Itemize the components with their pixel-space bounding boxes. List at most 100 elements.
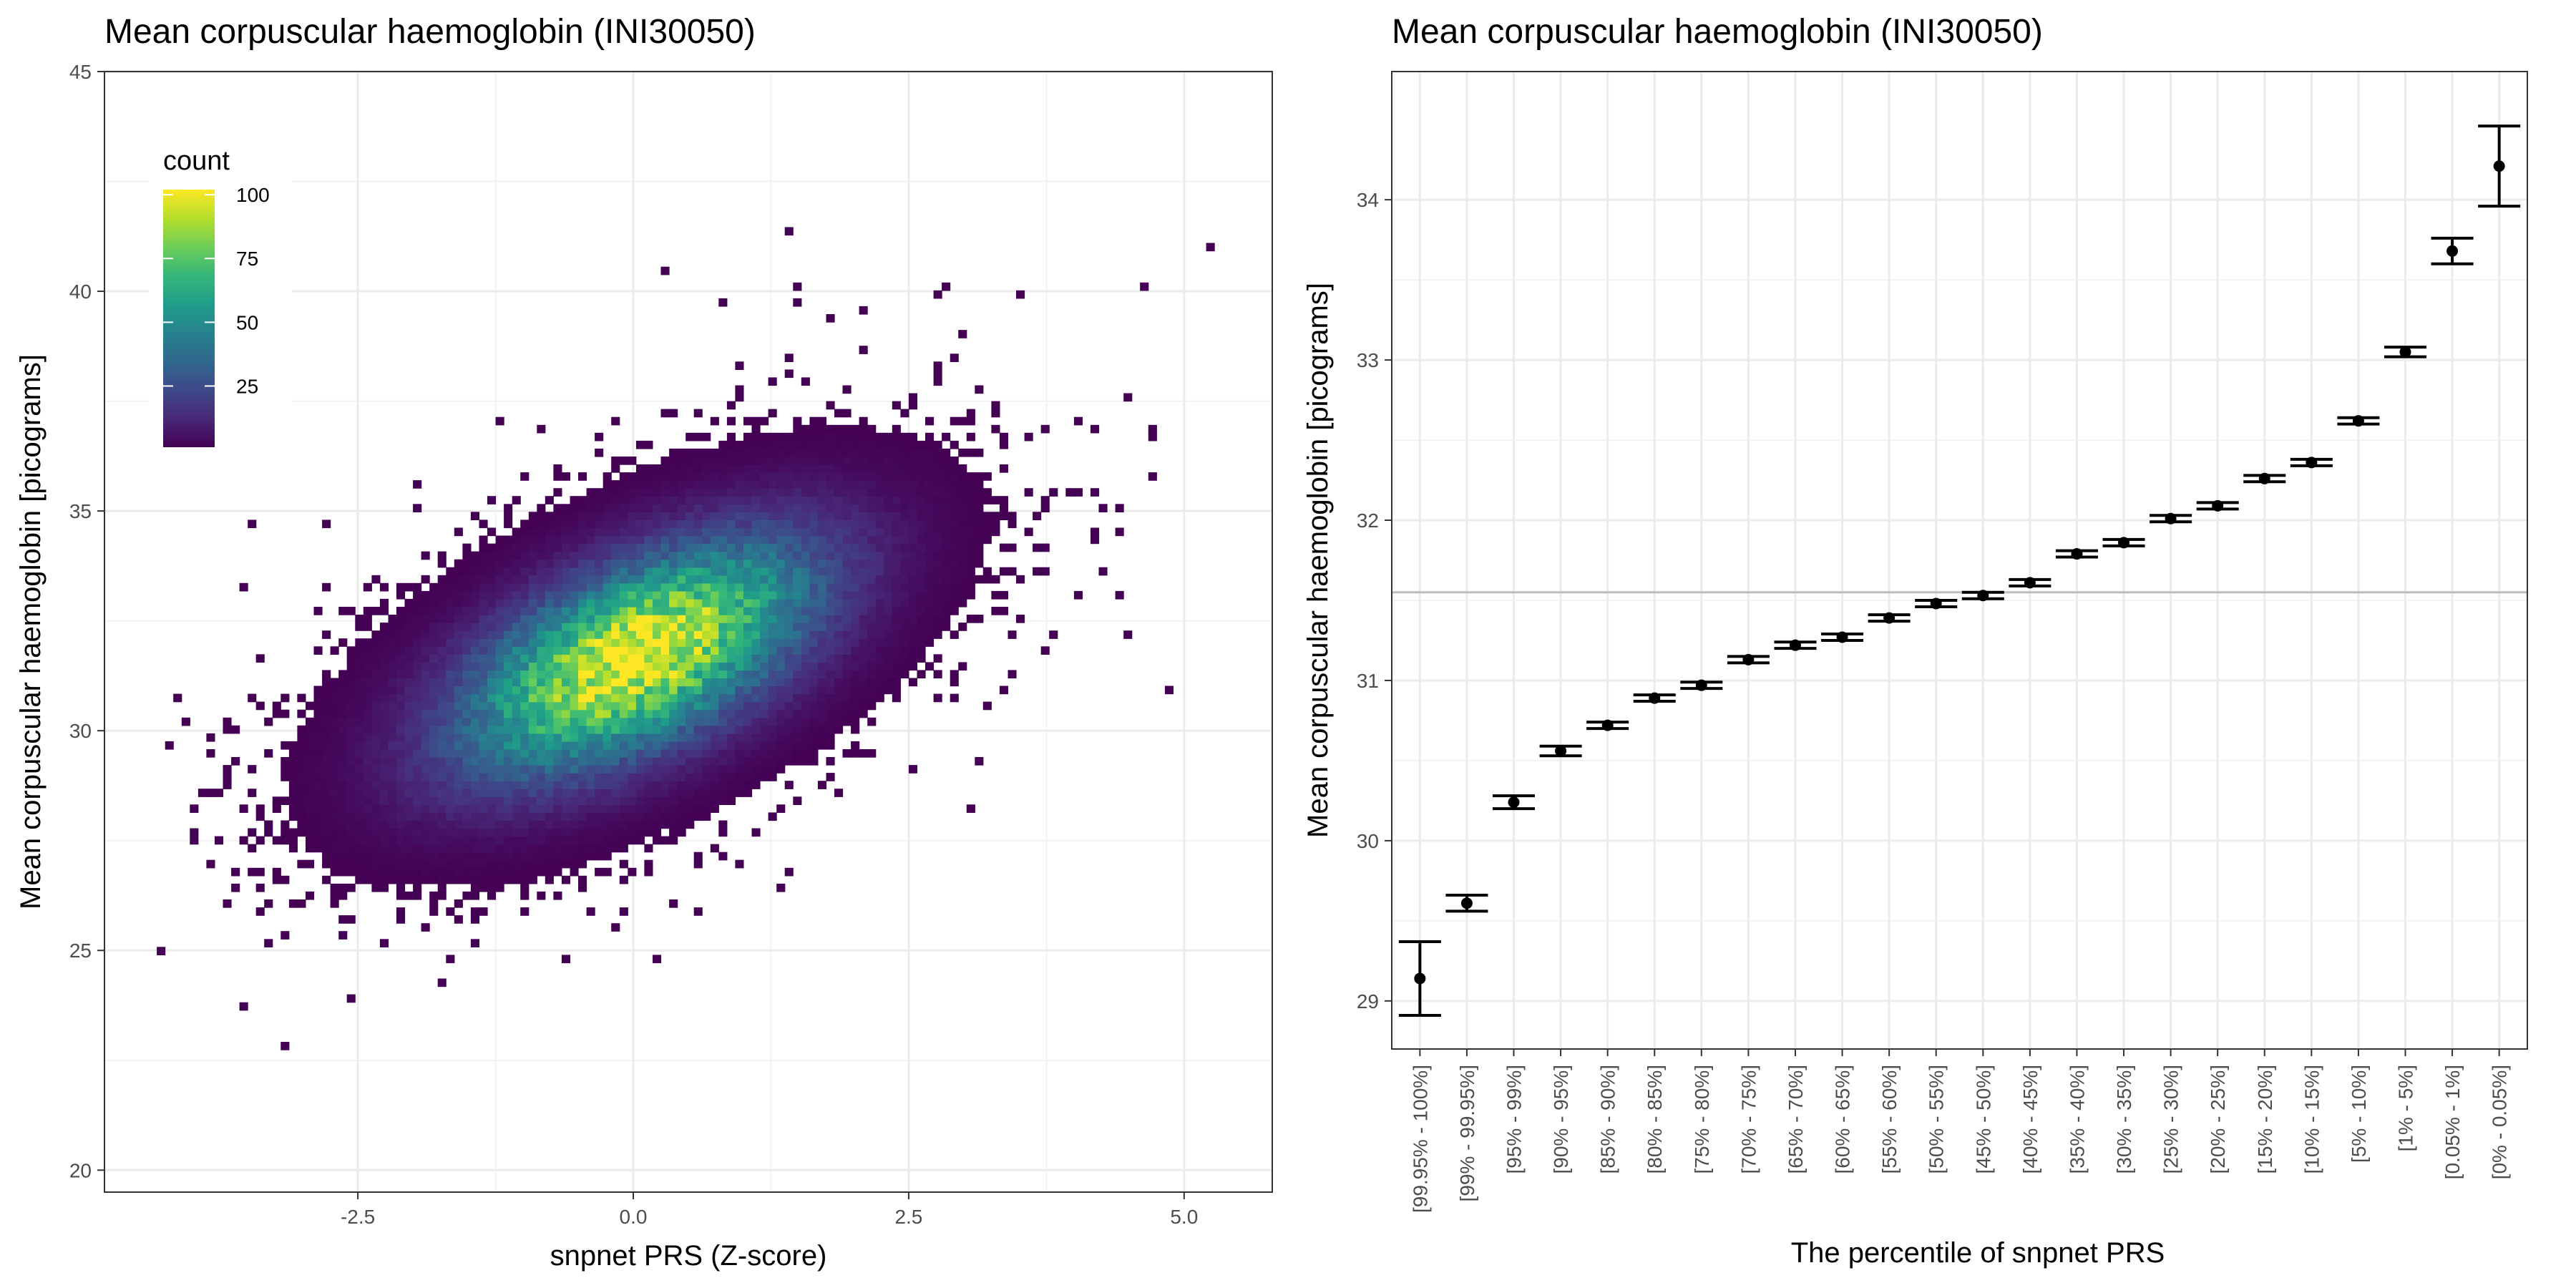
heatmap-bin: [702, 519, 711, 529]
heatmap-bin: [628, 804, 637, 813]
heatmap-bin: [809, 551, 819, 560]
heatmap-bin: [686, 527, 695, 537]
heatmap-bin: [958, 464, 967, 473]
heatmap-bin: [413, 709, 422, 718]
heatmap-bin: [710, 654, 719, 663]
heatmap-bin: [495, 765, 504, 774]
heatmap-bin: [826, 314, 835, 323]
heatmap-bin: [966, 488, 975, 497]
heatmap-bin: [570, 852, 579, 861]
heatmap-bin: [834, 607, 844, 615]
heatmap-bin: [933, 496, 942, 504]
heatmap-bin: [801, 504, 810, 512]
heatmap-bin: [768, 448, 777, 457]
heatmap-bin: [512, 820, 521, 829]
heatmap-bin: [628, 741, 637, 750]
heatmap-bin: [669, 575, 678, 584]
heatmap-bin: [454, 590, 463, 600]
heatmap-bin: [743, 488, 753, 497]
heatmap-bin: [396, 582, 406, 592]
heatmap-bin: [462, 891, 472, 900]
heatmap-bin: [884, 496, 893, 504]
heatmap-bin: [859, 598, 868, 608]
heatmap-bin: [280, 709, 290, 718]
heatmap-bin: [900, 646, 909, 655]
heatmap-bin: [809, 662, 819, 671]
heatmap-bin: [867, 504, 877, 512]
heatmap-bin: [768, 733, 777, 742]
heatmap-bin: [528, 709, 537, 718]
heatmap-bin: [776, 480, 786, 489]
heatmap-bin: [454, 781, 463, 789]
heatmap-bin: [595, 852, 604, 861]
heatmap-bin: [421, 654, 430, 663]
heatmap-bin: [702, 567, 711, 576]
heatmap-bin: [619, 512, 628, 520]
heatmap-bin: [586, 615, 595, 623]
heatmap-bin: [884, 646, 893, 655]
heatmap-bin: [553, 701, 562, 711]
heatmap-bin: [801, 480, 810, 489]
heatmap-bin: [280, 820, 290, 829]
heatmap-bin: [784, 678, 794, 687]
heatmap-bin: [653, 527, 662, 537]
heatmap-bin: [999, 567, 1008, 576]
heatmap-bin: [660, 765, 670, 774]
heatmap-bin: [842, 504, 852, 512]
heatmap-bin: [379, 662, 389, 671]
heatmap-bin: [454, 757, 463, 766]
heatmap-bin: [388, 796, 397, 805]
heatmap-bin: [809, 527, 819, 537]
heatmap-bin: [875, 590, 884, 600]
heatmap-bin: [578, 607, 587, 615]
heatmap-bin: [991, 512, 1000, 520]
heatmap-bin: [561, 804, 570, 813]
heatmap-bin: [421, 867, 430, 877]
heatmap-bin: [404, 646, 414, 655]
heatmap-bin: [537, 678, 546, 687]
heatmap-bin: [379, 757, 389, 766]
heatmap-bin: [487, 551, 497, 560]
heatmap-bin: [487, 804, 497, 813]
heatmap-bin: [355, 828, 364, 837]
heatmap-bin: [726, 725, 736, 734]
heatmap-bin: [578, 828, 587, 837]
heatmap-bin: [859, 488, 868, 497]
heatmap-bin: [487, 630, 497, 639]
percentile-point-group: [2384, 346, 2427, 358]
heatmap-bin: [669, 693, 678, 703]
heatmap-bin: [396, 883, 406, 892]
heatmap-bin: [660, 535, 670, 545]
heatmap-bin: [710, 607, 719, 615]
heatmap-bin: [958, 551, 967, 560]
heatmap-bin: [355, 781, 364, 789]
mean-point: [1930, 597, 1942, 610]
heatmap-bin: [578, 836, 587, 845]
heatmap-bin: [602, 535, 612, 545]
heatmap-bin: [900, 527, 909, 537]
heatmap-bin: [892, 598, 901, 608]
heatmap-bin: [512, 623, 521, 631]
heatmap-bin: [975, 496, 984, 504]
heatmap-bin: [958, 448, 967, 457]
heatmap-bin: [693, 725, 703, 734]
heatmap-bin: [793, 488, 802, 497]
heatmap-bin: [776, 559, 786, 568]
heatmap-bin: [429, 623, 439, 631]
heatmap-bin: [611, 551, 620, 560]
heatmap-bin: [553, 590, 562, 600]
heatmap-bin: [322, 804, 331, 813]
heatmap-bin: [768, 543, 777, 552]
heatmap-bin: [611, 820, 620, 829]
heatmap-bin: [570, 693, 579, 703]
heatmap-bin: [933, 582, 942, 592]
heatmap-bin: [768, 670, 777, 679]
heatmap-bin: [768, 488, 777, 497]
heatmap-bin: [743, 670, 753, 679]
heatmap-bin: [602, 638, 612, 647]
heatmap-bin: [718, 519, 728, 529]
heatmap-bin: [437, 765, 447, 774]
heatmap-bin: [611, 607, 620, 615]
heatmap-bin: [784, 472, 794, 481]
heatmap-bin: [991, 575, 1000, 584]
